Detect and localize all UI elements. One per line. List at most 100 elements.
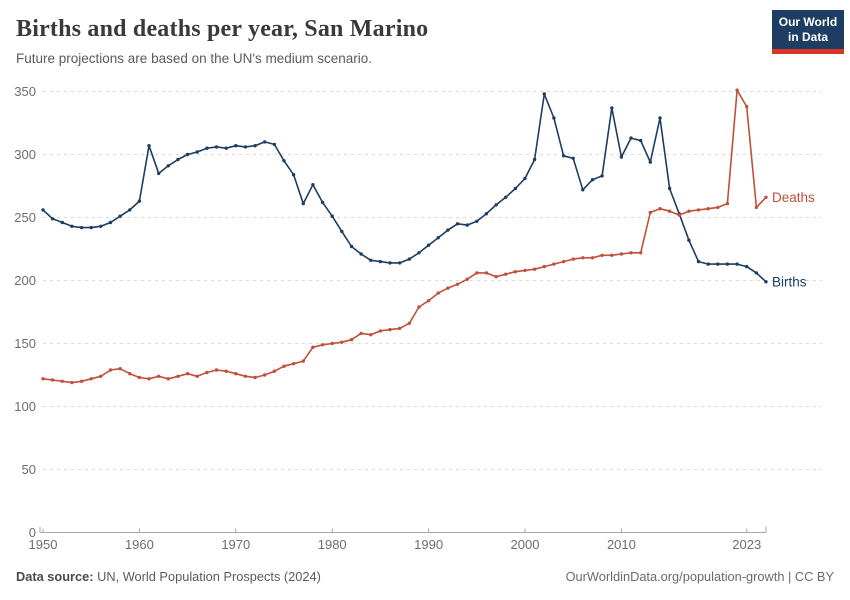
births-point [137, 199, 142, 203]
deaths-point [137, 375, 142, 380]
deaths-point [147, 377, 151, 381]
deaths-point [417, 305, 421, 309]
births-series[interactable] [41, 92, 768, 284]
y-tick-label-200: 200 [14, 273, 36, 288]
births-point [320, 200, 325, 205]
deaths-point [205, 370, 209, 375]
births-point [696, 259, 701, 264]
deaths-line[interactable] [42, 89, 767, 384]
births-point [764, 280, 768, 284]
births-point [600, 174, 604, 178]
data-source-note: Data source: UN, World Population Prospe… [16, 569, 321, 584]
data-source-text: UN, World Population Prospects (2024) [97, 569, 321, 584]
births-point [407, 257, 411, 261]
births-point [504, 195, 508, 199]
births-point [243, 145, 248, 149]
deaths-point [446, 286, 450, 290]
births-point [340, 229, 344, 234]
births-point [610, 106, 614, 110]
deaths-point [590, 256, 595, 260]
deaths-point [166, 377, 170, 381]
births-point [108, 220, 113, 225]
births-point [581, 188, 585, 192]
x-tick-label-1980: 1980 [318, 537, 347, 552]
births-point [475, 219, 479, 223]
births-point [417, 251, 421, 255]
births-point [590, 178, 595, 182]
x-tick-label-1960: 1960 [125, 537, 154, 552]
births-line[interactable] [42, 93, 767, 283]
y-tick-label-100: 100 [14, 399, 36, 414]
deaths-point [398, 326, 402, 331]
births-point [330, 214, 334, 218]
deaths-point [272, 369, 277, 373]
births-point [301, 201, 305, 206]
deaths-point [157, 374, 161, 378]
births-point [398, 261, 402, 265]
births-point [552, 116, 556, 120]
deaths-point [725, 201, 730, 206]
births-point [205, 146, 209, 150]
deaths-point [388, 327, 392, 332]
deaths-point [754, 205, 759, 210]
births-point [532, 157, 537, 162]
deaths-point [532, 267, 537, 271]
deaths-point [224, 369, 228, 373]
deaths-point [340, 340, 344, 344]
births-point [349, 244, 354, 249]
deaths-point [214, 368, 219, 372]
births-point [542, 92, 546, 96]
deaths-point [195, 374, 199, 378]
deaths-point [70, 380, 74, 385]
deaths-point [99, 374, 103, 378]
deaths-point [716, 205, 720, 210]
deaths-point [561, 259, 566, 264]
deaths-point [523, 268, 527, 273]
deaths-series[interactable] [41, 88, 768, 385]
births-point [513, 186, 518, 191]
births-point [70, 224, 74, 228]
deaths-point [253, 375, 257, 380]
deaths-point [465, 277, 469, 281]
chart-subtitle: Future projections are based on the UN's… [16, 51, 373, 66]
deaths-end-label[interactable]: Deaths [772, 190, 815, 205]
deaths-point [667, 209, 672, 213]
x-tick-label-1970: 1970 [221, 537, 250, 552]
births-point [658, 116, 662, 120]
births-point [79, 225, 84, 230]
owid-link[interactable]: OurWorldinData.org/population-growth | C… [565, 569, 834, 584]
x-tick-label-1990: 1990 [414, 537, 443, 552]
deaths-point [378, 329, 383, 333]
deaths-point [581, 256, 585, 260]
deaths-point [513, 270, 518, 274]
y-tick-label-350: 350 [14, 84, 36, 99]
deaths-point [301, 359, 305, 363]
births-point [157, 171, 161, 176]
deaths-point [504, 272, 508, 276]
deaths-point [484, 271, 489, 275]
births-point [214, 145, 219, 149]
deaths-point [571, 257, 575, 261]
births-point [484, 212, 489, 216]
deaths-point [735, 88, 739, 92]
deaths-point [648, 210, 652, 215]
page-title: Births and deaths per year, San Marino [16, 16, 429, 42]
births-point [60, 220, 64, 225]
deaths-point [552, 262, 556, 266]
x-tick-label-2023: 2023 [732, 537, 761, 552]
births-end-label[interactable]: Births [772, 274, 807, 289]
deaths-point [407, 321, 411, 325]
owid-logo: Our World in Data [772, 10, 844, 54]
births-point [128, 208, 132, 212]
births-point [224, 146, 228, 150]
deaths-point [128, 372, 132, 376]
y-tick-label-50: 50 [22, 462, 36, 477]
data-source-label: Data source: [16, 569, 94, 584]
deaths-point [185, 372, 190, 376]
births-point [725, 262, 730, 266]
births-point [465, 223, 469, 227]
y-tick-label-300: 300 [14, 147, 36, 162]
deaths-point [263, 373, 267, 377]
deaths-point [436, 291, 440, 295]
deaths-point [41, 377, 45, 381]
